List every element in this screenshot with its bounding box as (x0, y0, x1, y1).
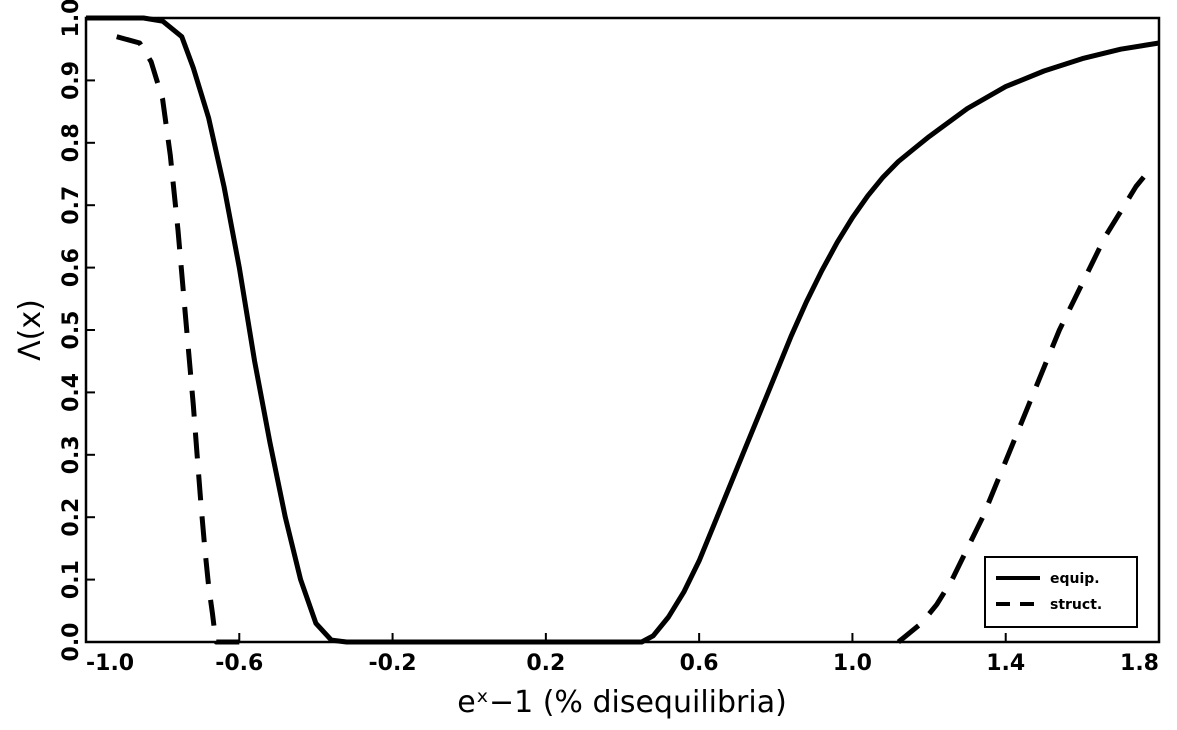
y-tick-label: 0.0 (59, 623, 84, 662)
y-tick-label: 0.1 (59, 560, 84, 599)
x-tick-label: -0.2 (369, 651, 417, 676)
y-axis-title: Λ(x) (13, 299, 48, 361)
y-tick-label: 0.6 (59, 248, 84, 287)
x-tick-label: 1.4 (986, 651, 1025, 676)
x-axis-ticks: -1.0 -0.6 -0.2 0.2 0.6 1.0 1.4 1.8 (85, 633, 1160, 676)
x-tick-label: 0.6 (680, 651, 719, 676)
x-tick-label: 1.0 (833, 651, 872, 676)
legend-label-struct: struct. (1050, 597, 1102, 613)
y-tick-label: 0.2 (59, 498, 84, 537)
series-line-struct-right (896, 166, 1154, 644)
series-line-equip (86, 15, 1160, 645)
x-tick-label: -1.0 (86, 651, 134, 676)
y-tick-label: 0.4 (59, 373, 84, 412)
y-tick-label: 0.9 (59, 61, 84, 100)
x-tick-label: 0.2 (526, 651, 565, 676)
y-tick-label: 0.5 (59, 311, 84, 350)
plot-frame (84, 16, 1161, 644)
y-tick-label: 1.0 (59, 0, 84, 37)
x-tick-label: -0.6 (215, 651, 263, 676)
legend-label-equip: equip. (1050, 571, 1100, 587)
series-layer (86, 15, 1160, 645)
legend-box (984, 556, 1138, 628)
y-tick-label: 0.7 (59, 186, 84, 225)
y-axis-ticks: 0.0 0.1 0.2 0.3 0.4 0.5 0.6 0.7 0.8 0.9 1.0 (59, 0, 95, 661)
legend: equip. struct. (984, 556, 1138, 628)
x-tick-label: 1.8 (1120, 651, 1159, 676)
y-tick-label: 0.8 (59, 123, 84, 162)
y-tick-label: 0.3 (59, 435, 84, 474)
series-line-struct (116, 34, 240, 645)
x-axis-title: eˣ−1 (% disequilibria) (457, 685, 787, 720)
